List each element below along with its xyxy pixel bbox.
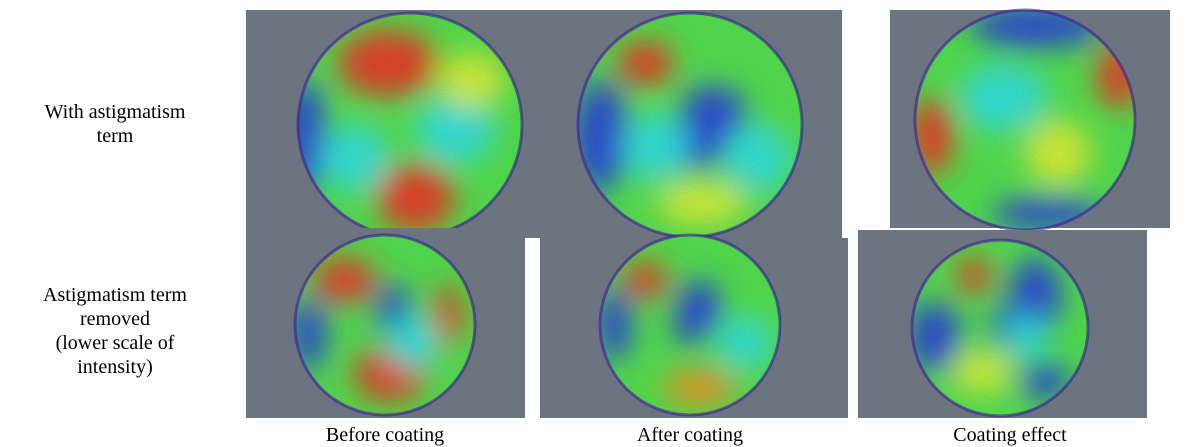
map-edge xyxy=(910,238,1090,418)
row-label: Astigmatism term xyxy=(43,284,187,306)
intensity-map xyxy=(578,13,802,237)
map-panel xyxy=(890,8,1170,232)
map-edge xyxy=(293,233,477,417)
row-label: intensity) xyxy=(77,356,153,378)
row-label: term xyxy=(97,125,134,147)
map-panel xyxy=(540,10,842,239)
intensity-map xyxy=(600,235,780,415)
map-panel xyxy=(246,10,551,239)
intensity-map xyxy=(295,235,475,415)
map-panel xyxy=(540,233,848,418)
intensity-map xyxy=(915,10,1135,230)
column-label: Coating effect xyxy=(953,424,1067,446)
intensity-map xyxy=(298,13,522,237)
row-label: (lower scale of xyxy=(56,332,175,354)
map-noise xyxy=(295,235,475,415)
map-edge xyxy=(598,233,782,417)
map-panel xyxy=(246,228,525,418)
map-noise xyxy=(912,240,1088,416)
column-label: Before coating xyxy=(326,424,444,446)
map-noise xyxy=(578,13,802,237)
row-label: With astigmatism xyxy=(45,101,186,123)
map-panel xyxy=(858,230,1147,418)
map-noise xyxy=(600,235,780,415)
row-label: removed xyxy=(80,308,150,330)
column-label: After coating xyxy=(637,424,743,446)
intensity-map xyxy=(912,240,1088,416)
map-noise xyxy=(915,10,1135,230)
map-noise xyxy=(298,13,522,237)
